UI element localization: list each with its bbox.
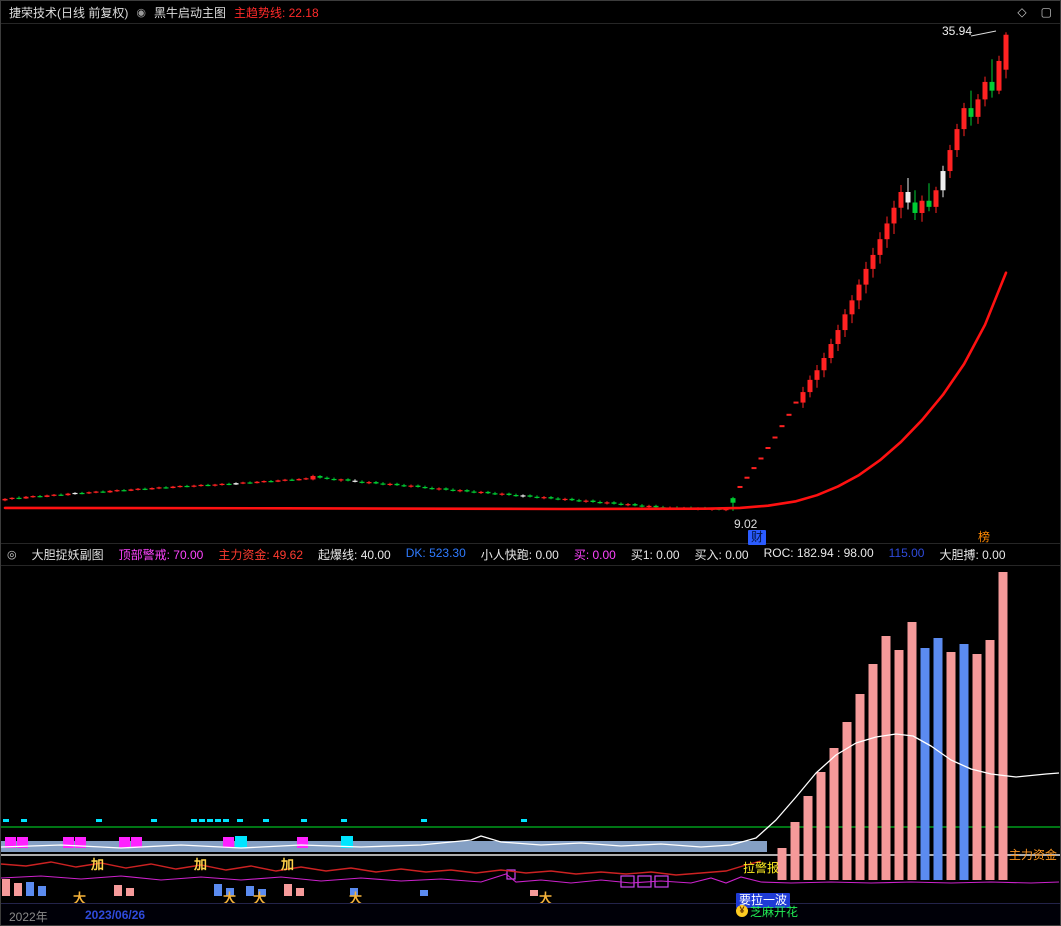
indicator-value: 买: 0.00	[573, 548, 616, 562]
diamond-icon[interactable]: ◇	[1017, 5, 1027, 19]
indicator-value: 顶部警戒: 70.00	[118, 548, 204, 562]
indicator-value: 买入: 0.00	[694, 548, 749, 562]
indicator-value: 小人快跑: 0.00	[480, 548, 559, 562]
sub-chart[interactable]: 加 加 加大 大 大 大 大	[1, 565, 1061, 906]
sub-indicator-header: ◎ 大胆捉妖副图 顶部警戒: 70.00 主力资金: 49.62 起爆线: 40.00…	[1, 543, 1060, 566]
svg-text:大: 大	[223, 891, 236, 906]
sub-indicator-dot-icon: ◎	[7, 549, 17, 561]
sub-indicator-name[interactable]: 大胆捉妖副图	[31, 548, 104, 562]
main-chart[interactable]	[1, 23, 1061, 543]
money-histogram	[777, 572, 1008, 880]
indicator-value: 买1: 0.00	[630, 548, 680, 562]
axis-year-label: 2022年	[9, 910, 48, 924]
trend-line-value: 主趋势线: 22.18	[233, 5, 319, 20]
indicator-value: DK: 523.30	[405, 546, 466, 560]
stock-title: 捷荣技术(日线 前复权)	[9, 5, 129, 20]
indicator-value: 大胆搏: 0.00	[939, 548, 1006, 562]
indicator-value: ROC: 182.94 : 98.00	[763, 546, 874, 560]
svg-text:大: 大	[253, 891, 266, 906]
indicator-value: 115.00	[888, 546, 925, 560]
main-indicator-label[interactable]: 黑牛启动主图	[153, 5, 226, 20]
svg-text:加: 加	[280, 857, 294, 872]
svg-text:大: 大	[539, 891, 552, 906]
mini-histogram	[2, 879, 538, 896]
cyan-squares	[235, 836, 353, 848]
indicator-value: 主力资金: 49.62	[218, 548, 304, 562]
white-signal-line	[1, 733, 1060, 849]
axis-date-label: 2023/06/26	[85, 908, 146, 922]
high-pointer-line	[970, 30, 997, 37]
window-icon[interactable]: ▢	[1040, 5, 1052, 19]
svg-text:大: 大	[73, 891, 86, 906]
main-trend-line	[3, 271, 1008, 511]
cyan-dashes	[3, 819, 527, 822]
jia-labels: 加加加	[90, 857, 294, 872]
indicator-dot-icon: ◉	[136, 6, 146, 19]
sub-indicator-values: 大胆捉妖副图 顶部警戒: 70.00 主力资金: 49.62 起爆线: 40.00 DK…	[32, 546, 1006, 563]
red-signal-line	[1, 860, 762, 876]
time-axis[interactable]: 2022年 2023/06/26	[1, 903, 1060, 925]
magenta-signal-line	[1, 873, 1060, 884]
candles	[2, 32, 1009, 512]
svg-text:加: 加	[90, 857, 104, 872]
title-bar: 捷荣技术(日线 前复权) ◉ 黑牛启动主图 主趋势线: 22.18 ◇ ▢	[1, 1, 1060, 24]
window-icons: ◇ ▢	[1017, 5, 1052, 19]
svg-text:大: 大	[349, 891, 362, 906]
indicator-value: 起爆线: 40.00	[318, 548, 391, 562]
magenta-squares	[5, 837, 308, 848]
svg-text:加: 加	[193, 857, 207, 872]
runner-icons: 大大大大大	[73, 891, 552, 906]
